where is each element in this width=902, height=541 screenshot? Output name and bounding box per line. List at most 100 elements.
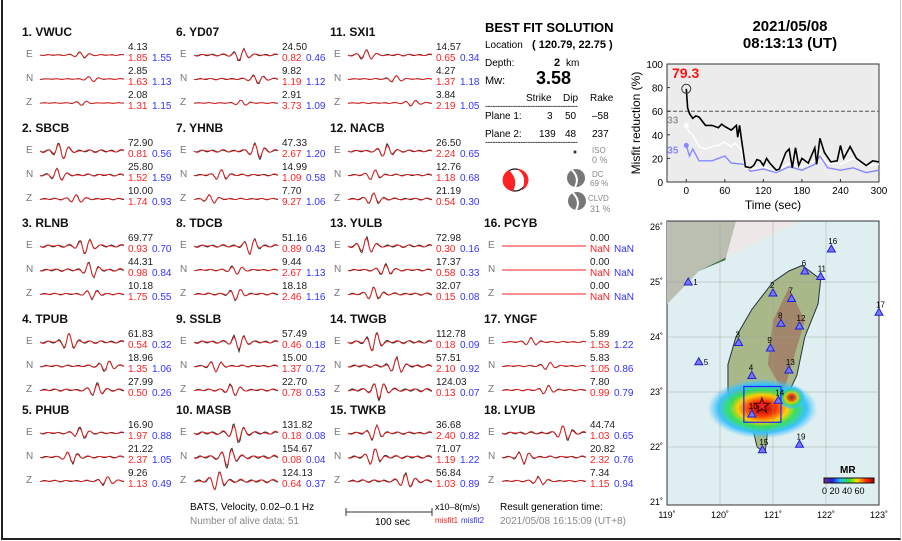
max-amplitude: 44.74 xyxy=(590,420,616,431)
lat-tick-label: 23˚ xyxy=(650,387,663,397)
component-label: Z xyxy=(26,288,33,299)
misfit2-value: 0.70 xyxy=(152,244,172,255)
synthetic-trace xyxy=(193,361,279,373)
misfit1-value: 0.13 xyxy=(436,388,456,399)
synthetic-trace xyxy=(40,383,125,396)
station-triangle-icon xyxy=(746,408,757,418)
component-label: E xyxy=(180,145,187,156)
legend-misfit1: misfit1 xyxy=(435,516,459,525)
max-amplitude: 3.84 xyxy=(436,90,456,101)
station-triangle-icon xyxy=(794,439,805,448)
synthetic-trace xyxy=(39,51,125,58)
component-label: Z xyxy=(180,384,187,395)
component-label: N xyxy=(180,264,188,275)
misfit1-value: 1.05 xyxy=(590,364,610,375)
synthetic-trace xyxy=(501,361,587,370)
misfit2-value: 0.79 xyxy=(614,388,634,399)
misfit2-value: 1.22 xyxy=(460,455,480,466)
station-title: 10. MASB xyxy=(176,403,232,417)
component-label: N xyxy=(26,169,34,180)
misfit1-value: 2.24 xyxy=(436,149,456,160)
location-value: ( 120.79, 22.75 ) xyxy=(532,39,613,51)
component-label: N xyxy=(334,264,342,275)
max-amplitude: 2.08 xyxy=(128,90,148,101)
event-time: 08:13:13 (UT) xyxy=(742,35,838,52)
station-title: 9. SSLB xyxy=(176,312,222,326)
station-title: 18. LYUB xyxy=(484,403,536,417)
component-label: N xyxy=(334,360,342,371)
station-number: 15 xyxy=(759,438,768,447)
component-label: E xyxy=(334,49,341,60)
x-tick-label: 60 xyxy=(719,186,731,197)
max-amplitude: 69.77 xyxy=(128,233,154,244)
misfit1-value: 1.37 xyxy=(282,364,302,375)
component-label: N xyxy=(334,451,342,462)
max-amplitude: 22.70 xyxy=(282,377,308,388)
event-datetime: 2021/05/08 08:13:13 (UT) xyxy=(680,18,900,52)
plane1-label: Plane 1: xyxy=(485,111,522,122)
max-amplitude: 10.18 xyxy=(128,281,154,292)
station-triangle-icon xyxy=(773,395,784,404)
max-amplitude: 72.98 xyxy=(436,233,462,244)
component-label: N xyxy=(488,264,496,275)
misfit1-value: 0.50 xyxy=(128,388,148,399)
peak-label: 79.3 xyxy=(672,65,699,81)
y-tick-label: 40 xyxy=(652,131,664,142)
max-amplitude: 10.00 xyxy=(128,186,154,197)
misfit1-value: 1.03 xyxy=(590,431,610,442)
plane1-dip: 50 xyxy=(565,111,577,122)
component-label: Z xyxy=(488,288,495,299)
x-tick-label: 180 xyxy=(794,186,811,197)
component-label: Z xyxy=(334,193,341,204)
component-label: Z xyxy=(180,288,187,299)
station-number: 12 xyxy=(797,314,806,323)
focal-mechanism-beachballs xyxy=(502,150,586,211)
network-info: BATS, Velocity, 0.02–0.1 Hz xyxy=(190,502,315,513)
station-title: 8. TDCB xyxy=(176,216,223,230)
misfit1-value: 0.89 xyxy=(282,244,302,255)
mw-value: 3.58 xyxy=(536,68,572,88)
misfit2-value: 0.26 xyxy=(152,388,172,399)
max-amplitude: 2.85 xyxy=(128,66,148,77)
max-amplitude: 0.00 xyxy=(590,257,610,268)
plane2-label: Plane 2: xyxy=(485,129,522,140)
misfit2-value: 0.58 xyxy=(306,173,326,184)
misfit2-value: 0.09 xyxy=(460,340,480,351)
series-start-point xyxy=(683,142,689,148)
station-number: 10 xyxy=(749,402,758,411)
misfit2-value: 0.49 xyxy=(152,479,172,490)
y-axis-label: Misfit reduction (%) xyxy=(629,72,643,175)
misfit1-value: 2.40 xyxy=(436,431,456,442)
dc-label: DC xyxy=(592,170,604,179)
synthetic-trace xyxy=(40,194,125,203)
max-amplitude: 26.50 xyxy=(436,138,462,149)
x-tick-label: 300 xyxy=(871,186,888,197)
lon-tick-label: 122˚ xyxy=(817,510,835,520)
station-triangle-icon xyxy=(786,293,797,302)
component-label: Z xyxy=(334,384,341,395)
misfit1-value: 2.32 xyxy=(590,455,610,466)
misfit1-value: 0.99 xyxy=(590,388,610,399)
event-date: 2021/05/08 xyxy=(752,18,828,35)
component-label: E xyxy=(334,336,341,347)
component-label: E xyxy=(488,336,495,347)
component-label: E xyxy=(488,240,495,251)
misfit2-value: 1.06 xyxy=(152,364,172,375)
misfit2-value: 0.37 xyxy=(306,479,326,490)
station-title: 3. RLNB xyxy=(22,216,69,230)
synthetic-trace xyxy=(39,332,125,349)
iso-icon xyxy=(573,150,577,154)
misfit2-value: 0.88 xyxy=(152,431,172,442)
station-title: 7. YHNB xyxy=(176,121,224,135)
max-amplitude: 7.70 xyxy=(282,186,302,197)
station-title: 5. PHUB xyxy=(22,403,70,417)
max-amplitude: 7.80 xyxy=(590,377,610,388)
misfit2-value: 0.86 xyxy=(614,364,634,375)
misfit1-value: 0.81 xyxy=(128,149,148,160)
synthetic-trace xyxy=(193,48,279,61)
max-amplitude: 57.49 xyxy=(282,329,308,340)
misfit1-value: 1.52 xyxy=(128,173,148,184)
misfit1-value: 0.18 xyxy=(436,340,456,351)
divider: ------------------------------------- xyxy=(485,137,578,147)
